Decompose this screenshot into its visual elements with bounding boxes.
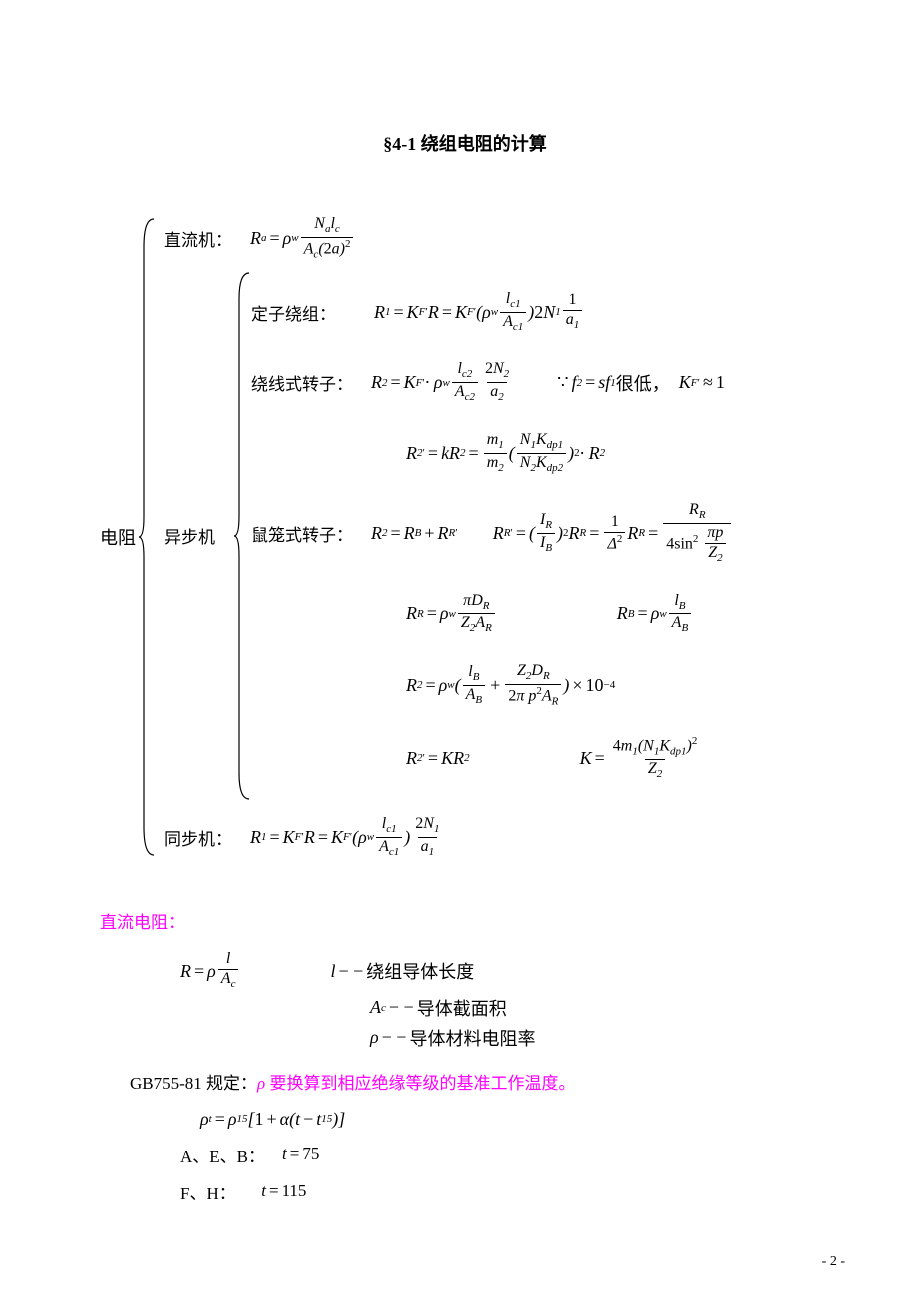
ac-description: Ac − −导体截面积 bbox=[370, 995, 507, 1021]
section-title: §4-1 绕组电阻的计算 bbox=[100, 130, 830, 156]
wound-rotor-row: 绕线式转子： R2 = KF′ · ρw lc2Ac2 2N2a2 ∵ f2 =… bbox=[251, 361, 733, 403]
rho-description: ρ − −导体材料电阻率 bbox=[370, 1025, 535, 1051]
outer-brace bbox=[138, 217, 156, 857]
sync-formula: R1 = KF′R = KF′(ρw lc1Ac1)2N1a1 bbox=[250, 816, 444, 858]
page-number: - 2 - bbox=[822, 1254, 845, 1270]
aeb-line: A、E、B： t = 75 bbox=[180, 1142, 830, 1167]
cage-rotor-row3: R2 = ρw(lBAB + Z2DR2π p2AR)×10−4 bbox=[406, 663, 733, 708]
stator-row: 定子绕组： R1 = KF′R = KF′(ρw lc1Ac1)2N1 1a1 bbox=[251, 291, 733, 333]
gb-standard-line: GB755-81 规定：ρ 要换算到相应绝缘等级的基准工作温度。 bbox=[130, 1069, 830, 1094]
ac-desc-line: Ac − −导体截面积 bbox=[370, 995, 830, 1021]
cage-label: 鼠笼式转子： bbox=[251, 521, 371, 546]
cage2b-formula: RB = ρw lBAB bbox=[617, 593, 693, 635]
rho-t-equation: ρt = ρ15[1 + α(t − t15)] bbox=[200, 1109, 830, 1130]
cage4b-formula: K = 4m1(N1Kdp1)2Z2 bbox=[580, 736, 703, 781]
r-equation: R = ρ lAc bbox=[180, 951, 240, 991]
dc-machine-formula: Ra = ρw NalcAc(2a)2 bbox=[250, 216, 355, 261]
stator-formula: R1 = KF′R = KF′(ρw lc1Ac1)2N1 1a1 bbox=[374, 291, 584, 333]
cage1b-formula: RR′ = (IRIB)2RR = 1Δ2 RR = RR4sin2 πpZ2 bbox=[493, 502, 734, 564]
stator-label: 定子绕组： bbox=[251, 300, 354, 325]
wound-note: ∵ f2 = sf1很低， KF′ ≈ 1 bbox=[554, 370, 725, 396]
gb-pink-text: 要换算到相应绝缘等级的基准工作温度。 bbox=[265, 1074, 575, 1093]
async-label: 异步机 bbox=[164, 523, 233, 548]
sync-machine-row: 同步机： R1 = KF′R = KF′(ρw lc1Ac1)2N1a1 bbox=[164, 816, 830, 858]
cage1-formula: R2 = RB + RR′ bbox=[371, 523, 458, 544]
cage4a-formula: R2′ = KR2 bbox=[406, 748, 470, 769]
cage-rotor-row1: 鼠笼式转子： R2 = RB + RR′ RR′ = (IRIB)2RR = 1… bbox=[251, 502, 733, 564]
r2prime-row: R2′ = kR2 = m1m2(N1Kdp1N2Kdp2)2 · R2 bbox=[406, 432, 733, 474]
r-equation-line: R = ρ lAc l − −绕组导体长度 bbox=[180, 951, 830, 991]
cage3-formula: R2 = ρw(lBAB + Z2DR2π p2AR)×10−4 bbox=[406, 663, 615, 708]
r2prime-formula: R2′ = kR2 = m1m2(N1Kdp1N2Kdp2)2 · R2 bbox=[406, 432, 605, 474]
gb-prefix: GB755-81 规定： bbox=[130, 1074, 257, 1093]
sync-label: 同步机： bbox=[164, 825, 250, 850]
dc-resistance-section: 直流电阻： R = ρ lAc l − −绕组导体长度 Ac − −导体截面积 … bbox=[100, 908, 830, 1204]
fh-line: F、H： t = 115 bbox=[180, 1179, 830, 1204]
wound-label: 绕线式转子： bbox=[251, 370, 371, 395]
async-machine-block: 异步机 定子绕组： R1 = KF′R = KF′(ρw lc1Ac1)2N1 … bbox=[164, 271, 830, 801]
cage-rotor-row2: RR = ρw πDRZ2AR RB = ρw lBAB bbox=[406, 593, 733, 635]
l-description: l − −绕组导体长度 bbox=[330, 958, 474, 984]
resistance-tree: 电阻 直流机： Ra = ρw NalcAc(2a)2 异步机 定子绕组： R1… bbox=[100, 206, 830, 868]
dc-machine-label: 直流机： bbox=[164, 226, 250, 251]
inner-brace bbox=[233, 271, 251, 801]
cage2a-formula: RR = ρw πDRZ2AR bbox=[406, 593, 497, 635]
root-label: 电阻 bbox=[100, 524, 138, 550]
rho-desc-line: ρ − −导体材料电阻率 bbox=[370, 1025, 830, 1051]
dc-machine-row: 直流机： Ra = ρw NalcAc(2a)2 bbox=[164, 216, 830, 261]
dc-heading: 直流电阻： bbox=[100, 908, 830, 933]
cage-rotor-row4: R2′ = KR2 K = 4m1(N1Kdp1)2Z2 bbox=[406, 736, 733, 781]
wound-formula: R2 = KF′ · ρw lc2Ac2 2N2a2 bbox=[371, 361, 514, 403]
